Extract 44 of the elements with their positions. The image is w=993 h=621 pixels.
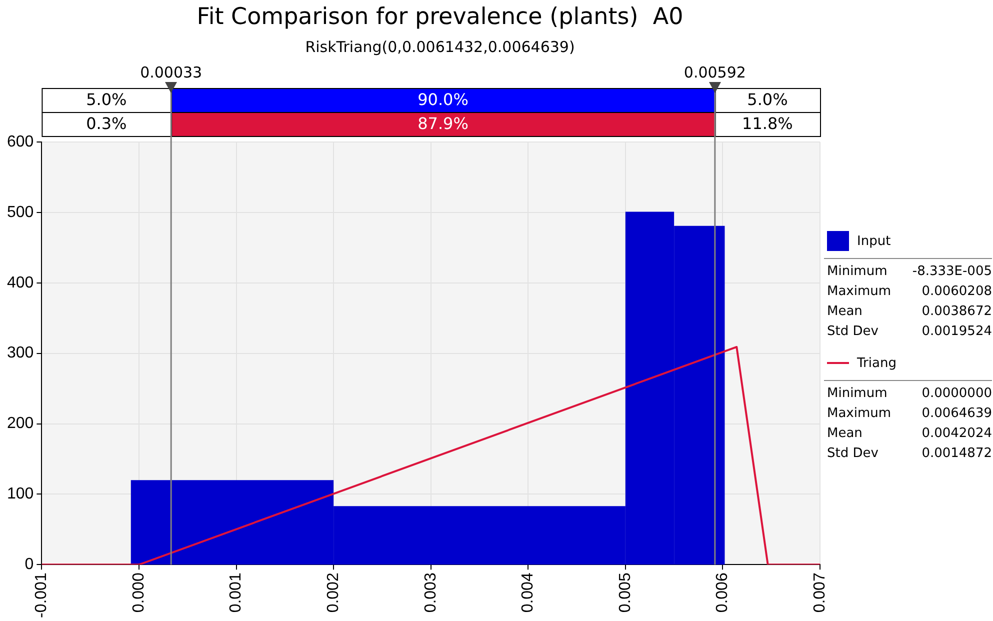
x-tick-label: -0.001 bbox=[33, 572, 50, 618]
text: Mean bbox=[827, 425, 862, 443]
text: Mean bbox=[827, 303, 862, 321]
x-tick-label: 0.003 bbox=[422, 572, 440, 613]
text: 5.0% bbox=[747, 90, 788, 110]
text: 0.0014872 bbox=[922, 445, 992, 463]
chart-title: Fit Comparison for prevalence (plants) A0 bbox=[196, 4, 684, 30]
text: 0.3% bbox=[86, 114, 127, 134]
text: Maximum bbox=[827, 283, 892, 301]
text: -8.333E-005 bbox=[912, 263, 992, 281]
x-tick-label: 0.004 bbox=[520, 572, 537, 613]
y-tick-label: 300 bbox=[6, 344, 34, 362]
y-tick-label: 200 bbox=[6, 415, 34, 432]
text: 0.0060208 bbox=[922, 283, 992, 301]
text: Minimum bbox=[827, 385, 888, 403]
x-tick-label: 0.002 bbox=[324, 572, 342, 613]
text: Maximum bbox=[827, 405, 892, 423]
ref-line-label: 0.00033 bbox=[140, 63, 202, 82]
y-tick-label: 0 bbox=[24, 556, 34, 574]
text: Std Dev bbox=[827, 445, 878, 463]
x-tick-label: 0.005 bbox=[616, 572, 634, 613]
x-tick-label: 0.007 bbox=[811, 572, 828, 613]
text: 0.0042024 bbox=[922, 425, 992, 443]
text: 0.0038672 bbox=[922, 303, 992, 321]
text: 11.8% bbox=[742, 114, 793, 134]
text: 5.0% bbox=[86, 90, 127, 110]
ref-line-label: 0.00592 bbox=[684, 63, 746, 82]
x-tick-label: 0.001 bbox=[228, 572, 245, 613]
text: 0.0064639 bbox=[922, 405, 992, 423]
text: Minimum bbox=[827, 263, 888, 281]
y-tick-label: 500 bbox=[6, 204, 34, 221]
legend-label: Triang bbox=[857, 356, 896, 370]
x-tick-label: 0.000 bbox=[130, 572, 148, 613]
text: Std Dev bbox=[827, 323, 878, 341]
chart-subtitle: RiskTriang(0,0.0061432,0.0064639) bbox=[304, 38, 576, 56]
y-tick-label: 600 bbox=[6, 133, 34, 150]
x-tick-label: 0.006 bbox=[714, 572, 732, 613]
y-tick-label: 400 bbox=[6, 274, 34, 292]
legend-label: Input bbox=[857, 234, 891, 248]
text: 87.9% bbox=[418, 114, 468, 134]
text: 0.0019524 bbox=[922, 323, 992, 341]
text: 0.0000000 bbox=[922, 385, 992, 403]
text: 90.0% bbox=[418, 90, 468, 110]
y-tick-label: 100 bbox=[6, 486, 34, 503]
